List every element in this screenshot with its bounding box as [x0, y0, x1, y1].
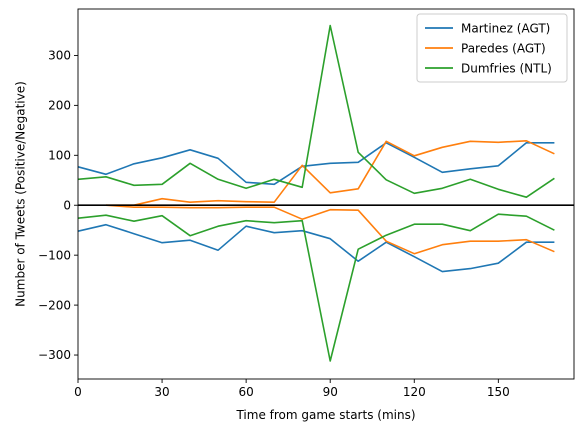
y-tick-label: 0 [63, 198, 71, 212]
legend-label-3: Dumfries (NTL) [461, 62, 552, 76]
legend-label-2: Paredes (AGT) [461, 42, 546, 56]
y-tick-label: −200 [38, 298, 71, 312]
plot-frame [77, 8, 575, 380]
x-tick-label: 120 [403, 385, 426, 399]
x-tick-label: 30 [154, 385, 169, 399]
y-tick-label: −300 [38, 348, 71, 362]
legend-label-1: Martinez (AGT) [461, 22, 550, 36]
series-layer [77, 24, 555, 362]
legend-box [416, 13, 568, 83]
series-line-2-negative [105, 204, 555, 255]
y-tick-label: 200 [48, 99, 71, 113]
x-tick-label: 150 [487, 385, 510, 399]
series-line-1-negative [77, 223, 555, 273]
series-line-2-positive [106, 140, 555, 206]
y-tick-label: −100 [38, 248, 71, 262]
x-tick-label: 0 [74, 385, 82, 399]
series-line-3-positive [77, 24, 555, 198]
y-axis-label: Number of Tweets (Positive/Negative) [14, 81, 28, 307]
legend: Martinez (AGT) Paredes (AGT) Dumfries (NTL… [416, 13, 568, 83]
y-tick-label: 300 [48, 49, 71, 63]
x-axis-label: Time from game starts (mins) [235, 408, 415, 422]
series-line-1-positive [77, 142, 555, 186]
y-tick-label: 100 [48, 149, 71, 163]
series-line-3-negative [77, 213, 555, 362]
x-tick-label: 90 [323, 385, 338, 399]
axes-layer: 0 30 60 90 120 150 −300 −200 −100 0 100 200 300 [38, 8, 575, 399]
x-tick-label: 60 [238, 385, 253, 399]
